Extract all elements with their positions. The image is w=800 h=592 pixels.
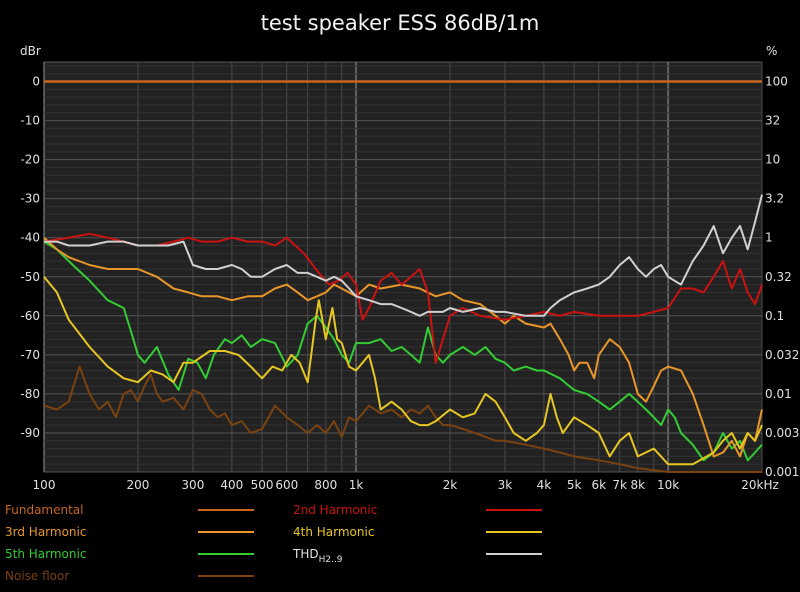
x-tick-label: 5k (567, 478, 582, 492)
y-right-tick-label: 32 (765, 114, 780, 128)
y-right-tick-label: 1 (765, 231, 773, 245)
y-right-tick-label: 0.032 (765, 348, 799, 362)
x-tick-label: 6k (592, 478, 607, 492)
y-left-tick-label: -50 (20, 270, 40, 284)
y-right-tick-label: 0.1 (765, 309, 784, 323)
legend-label-4th-harmonic: 4th Harmonic (293, 525, 374, 539)
x-tick-label: 500 (251, 478, 274, 492)
x-tick-label: 10k (657, 478, 679, 492)
series-line-3rd-harmonic (43, 236, 763, 458)
x-tick-label: 400 (220, 478, 243, 492)
series-line-5th-harmonic (43, 240, 763, 462)
x-tick-label: 3k (498, 478, 513, 492)
legend-label-3rd-harmonic: 3rd Harmonic (5, 525, 86, 539)
y-right-tick-label: 3.2 (765, 192, 784, 206)
x-tick-label: 2k (443, 478, 458, 492)
legend-label-2nd-harmonic: 2nd Harmonic (293, 503, 377, 517)
y-left-tick-label: -70 (20, 348, 40, 362)
y-left-tick-label: 0 (32, 75, 40, 89)
y-right-tick-label: 10 (765, 153, 780, 167)
x-tick-label: 8k (631, 478, 646, 492)
y-left-tick-label: -30 (20, 192, 40, 206)
y-left-tick-label: -10 (20, 114, 40, 128)
x-tick-label: 200 (126, 478, 149, 492)
series-group (43, 80, 763, 473)
x-tick-label: 600 (275, 478, 298, 492)
legend: Fundamental 2nd Harmonic 3rd Harmonic 4th H… (5, 503, 542, 583)
legend-label-noise-floor: Noise floor (5, 569, 69, 583)
x-tick-label: 300 (181, 478, 204, 492)
x-tick-label: 1k (349, 478, 364, 492)
y-left-tick-label: -60 (20, 309, 40, 323)
series-line-4th-harmonic (43, 276, 763, 466)
y-left-unit: dBr (20, 44, 41, 58)
y-left-tick-label: -20 (20, 153, 40, 167)
x-tick-label: 7k (612, 478, 627, 492)
y-right-unit: % (766, 44, 777, 58)
grid (43, 62, 763, 473)
y-right-tick-label: 0.01 (765, 387, 792, 401)
x-tick-label: 100 (33, 478, 56, 492)
y-right-tick-label: 0.001 (765, 465, 799, 479)
chart-title: test speaker ESS 86dB/1m (261, 11, 540, 35)
y-left-tick-label: -80 (20, 387, 40, 401)
series-line-thd (44, 194, 763, 317)
legend-label-fundamental: Fundamental (5, 503, 84, 517)
series-line-noise-floor (43, 365, 762, 473)
axes: 0-10-20-30-40-50-60-70-80-9010032103.210… (20, 75, 800, 492)
y-right-tick-label: 100 (765, 75, 788, 89)
x-tick-label: 800 (314, 478, 337, 492)
legend-label-5th-harmonic: 5th Harmonic (5, 547, 86, 561)
x-tick-label: 20kHz (741, 478, 779, 492)
x-tick-label: 4k (537, 478, 552, 492)
y-left-tick-label: -90 (20, 426, 40, 440)
y-left-tick-label: -40 (20, 231, 40, 245)
series-line-2nd-harmonic (43, 232, 763, 364)
y-right-tick-label: 0.32 (765, 270, 792, 284)
plot-area (43, 61, 763, 473)
